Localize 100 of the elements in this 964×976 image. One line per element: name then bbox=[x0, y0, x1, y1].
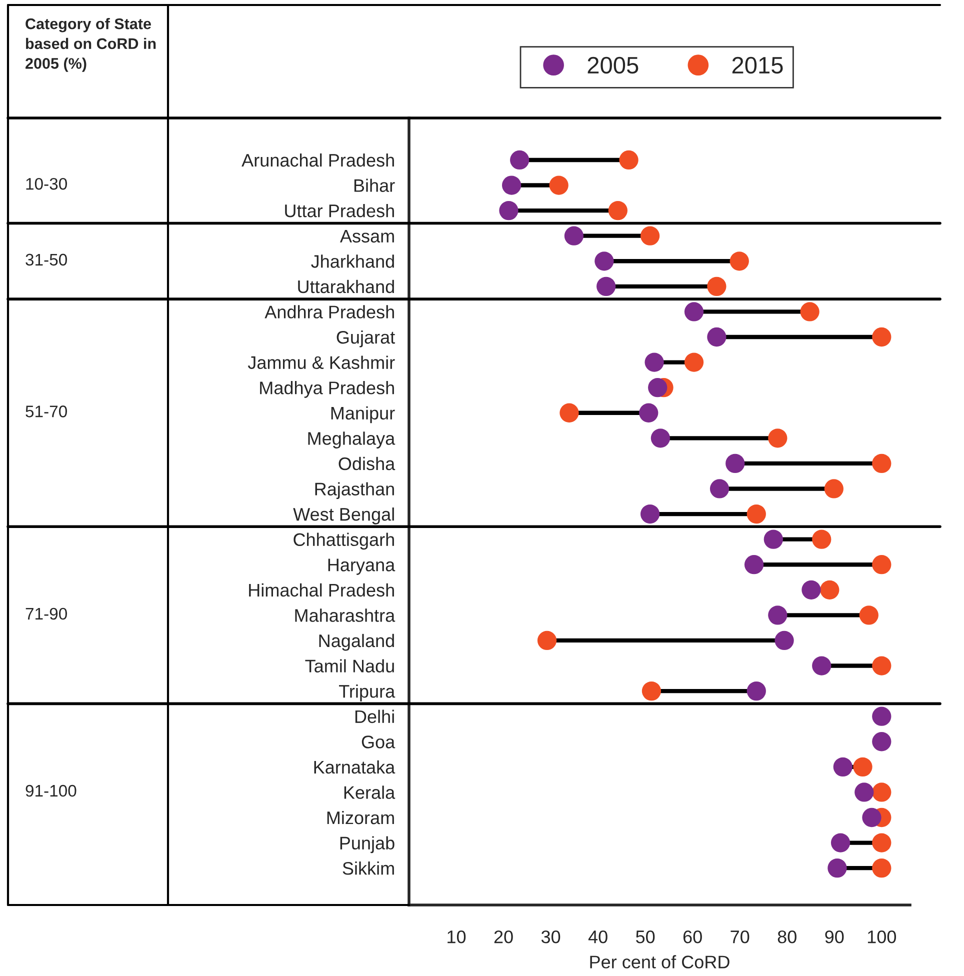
point bbox=[854, 782, 874, 802]
point bbox=[872, 833, 892, 852]
point bbox=[710, 479, 730, 498]
point bbox=[872, 858, 892, 878]
point bbox=[684, 352, 704, 372]
point bbox=[640, 226, 660, 246]
y-tick-label: Chhattisgarh bbox=[294, 532, 394, 550]
point bbox=[859, 606, 878, 625]
y-tick-label: Gujarat bbox=[336, 330, 395, 348]
text: 31-50 bbox=[26, 254, 67, 266]
point bbox=[802, 580, 821, 600]
y-tick-label: Uttar Pradesh bbox=[285, 204, 394, 218]
y-tick-label: Arunachal Pradesh bbox=[242, 153, 394, 167]
point bbox=[812, 530, 832, 549]
x-tick-label: 20 bbox=[494, 930, 513, 944]
y-tick-label: Delhi bbox=[355, 710, 394, 724]
point bbox=[872, 555, 892, 574]
point bbox=[862, 808, 882, 828]
point bbox=[642, 681, 662, 701]
point bbox=[833, 757, 852, 776]
text: 51-70 bbox=[26, 406, 67, 418]
point bbox=[872, 782, 892, 802]
point bbox=[650, 428, 670, 448]
point bbox=[768, 606, 788, 625]
x-tick-label: 100 bbox=[868, 930, 896, 944]
point bbox=[812, 656, 832, 676]
x-tick-label: 40 bbox=[588, 930, 608, 944]
y-tick-label: Andhra Pradesh bbox=[264, 305, 394, 318]
x-tick-label: 80 bbox=[778, 930, 796, 944]
point bbox=[707, 276, 726, 296]
y-tick-label: Tripura bbox=[339, 684, 396, 702]
y-tick-label: West Bengal bbox=[293, 507, 394, 524]
point bbox=[684, 302, 704, 322]
point bbox=[800, 302, 820, 322]
x-tick-label: 30 bbox=[541, 930, 560, 944]
y-tick-label: Goa bbox=[362, 736, 396, 748]
y-tick-label: Himachal Pradesh bbox=[249, 583, 394, 597]
legend-label: 2015 bbox=[732, 56, 783, 74]
point bbox=[537, 630, 557, 650]
point bbox=[644, 352, 664, 372]
point bbox=[639, 403, 658, 422]
y-tick-label: Kerala bbox=[344, 786, 396, 799]
y-tick-label: Karnataka bbox=[314, 760, 396, 774]
x-tick-label: 10 bbox=[448, 930, 466, 944]
y-tick-label: Manipur bbox=[331, 406, 395, 424]
text: Category of State based on CoRD in 2005 (%) bbox=[26, 18, 156, 72]
point bbox=[872, 706, 892, 726]
point bbox=[828, 858, 847, 878]
point bbox=[726, 454, 745, 474]
point bbox=[560, 403, 579, 422]
point bbox=[824, 479, 844, 498]
point bbox=[830, 833, 850, 852]
point bbox=[594, 252, 614, 271]
point bbox=[608, 200, 628, 220]
y-tick-label: Mizoram bbox=[327, 810, 394, 824]
point bbox=[746, 681, 766, 701]
x-tick-label: 90 bbox=[825, 930, 844, 944]
point bbox=[774, 630, 794, 650]
x-tick-label: 50 bbox=[636, 930, 655, 944]
point bbox=[730, 252, 749, 271]
point bbox=[744, 555, 764, 574]
y-tick-label: Jammu & Kashmir bbox=[248, 356, 395, 370]
point bbox=[872, 454, 892, 474]
y-tick-label: Assam bbox=[340, 230, 394, 243]
y-tick-label: Haryana bbox=[328, 558, 396, 575]
point bbox=[549, 176, 568, 195]
point bbox=[510, 150, 530, 170]
point bbox=[764, 530, 783, 549]
point bbox=[707, 327, 726, 347]
point bbox=[872, 732, 892, 752]
y-tick-label: Madhya Pradesh bbox=[260, 381, 394, 398]
y-tick-label: Bihar bbox=[354, 178, 395, 192]
point bbox=[596, 276, 616, 296]
point bbox=[768, 428, 788, 448]
y-tick-label: Maharashtra bbox=[295, 608, 396, 622]
y-tick-label: Sikkim bbox=[342, 862, 394, 875]
x-axis-title: Per cent of CoRD bbox=[590, 955, 730, 968]
point bbox=[640, 504, 660, 524]
legend-label: 2005 bbox=[588, 56, 638, 74]
y-tick-label: Odisha bbox=[338, 456, 396, 470]
point bbox=[502, 176, 522, 195]
point bbox=[746, 504, 766, 524]
text: 91-100 bbox=[26, 784, 76, 797]
text: 10-30 bbox=[26, 178, 67, 190]
point bbox=[499, 200, 518, 220]
text: 71-90 bbox=[26, 608, 67, 620]
point bbox=[619, 150, 638, 170]
y-tick-label: Jharkhand bbox=[311, 254, 394, 268]
y-tick-label: Punjab bbox=[340, 836, 394, 854]
y-tick-label: Nagaland bbox=[319, 634, 394, 651]
x-tick-label: 70 bbox=[730, 930, 750, 944]
y-tick-label: Uttarakhand bbox=[298, 280, 394, 294]
point bbox=[648, 378, 668, 398]
y-tick-label: Meghalaya bbox=[308, 432, 396, 448]
point bbox=[564, 226, 584, 246]
point bbox=[872, 656, 892, 676]
y-tick-label: Rajasthan bbox=[315, 482, 394, 500]
y-tick-label: Tamil Nadu bbox=[305, 659, 394, 672]
point bbox=[820, 580, 840, 600]
x-tick-label: 60 bbox=[683, 930, 702, 944]
